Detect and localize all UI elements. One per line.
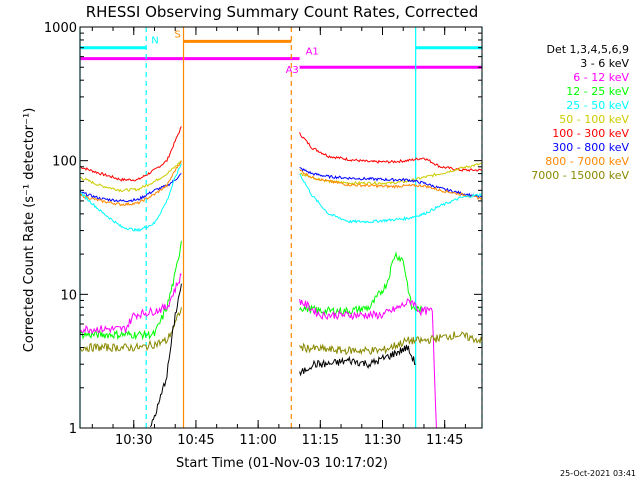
x-tick-label: 10:45 — [177, 433, 214, 448]
legend-entry: 12 - 25 keV — [566, 85, 629, 98]
plot-frame — [79, 26, 483, 429]
legend-entry: 50 - 100 keV — [559, 113, 629, 126]
legend-header: Det 1,3,4,5,6,9 — [546, 43, 629, 56]
legend-entry: 7000 - 15000 keV — [531, 169, 629, 182]
x-tick-label: 11:45 — [426, 433, 463, 448]
x-tick-label: 11:15 — [302, 433, 339, 448]
series-line — [299, 298, 437, 429]
flag-label: A3 — [286, 65, 299, 76]
flag-label: N — [151, 36, 158, 47]
series-line — [299, 166, 483, 199]
y-tick-label: 100 — [52, 155, 77, 170]
y-tick-label: 1000 — [44, 21, 77, 36]
series-line — [79, 126, 182, 182]
y-tick-label: 1 — [69, 422, 77, 437]
legend-entry: 100 - 300 keV — [552, 127, 629, 140]
footer-timestamp: 25-Oct-2021 03:41 — [560, 469, 636, 478]
y-tick-label: 10 — [60, 288, 77, 303]
series-line — [79, 163, 182, 233]
y-axis-label: Corrected Count Rate (s⁻¹ detector⁻¹) — [22, 108, 37, 353]
chart-title: RHESSI Observing Summary Count Rates, Co… — [86, 3, 479, 21]
series-line — [299, 173, 483, 224]
series-line — [79, 307, 182, 353]
series-line — [79, 241, 182, 341]
series-line — [299, 344, 416, 377]
x-axis: 10:30 10:45 11:00 11:15 11:30 11:45 — [91, 27, 466, 448]
x-axis-label: Start Time (01-Nov-03 10:17:02) — [176, 456, 388, 471]
legend-entry: 800 - 7000 keV — [545, 155, 629, 168]
series-line — [299, 168, 483, 200]
x-tick-label: 10:30 — [115, 433, 152, 448]
legend-entry: 3 - 6 keV — [580, 57, 629, 70]
series-line — [79, 273, 182, 335]
series-layer — [79, 126, 483, 429]
x-tick-label: 11:00 — [239, 433, 276, 448]
series-line — [299, 331, 483, 356]
vertical-marker-layer — [79, 27, 483, 428]
y-axis: 1 10 100 1000 — [44, 21, 482, 437]
flag-label: S — [175, 29, 181, 40]
legend-entry: 300 - 800 keV — [552, 141, 629, 154]
series-line — [299, 251, 425, 317]
legend-entry: 6 - 12 keV — [573, 71, 629, 84]
series-line — [79, 173, 182, 203]
x-tick-label: 11:30 — [364, 433, 401, 448]
flag-label: A1 — [306, 47, 319, 58]
series-line — [299, 132, 483, 172]
legend-entry: 25 - 50 keV — [566, 99, 629, 112]
series-line — [299, 162, 483, 186]
series-line — [79, 160, 182, 207]
series-line — [149, 283, 182, 428]
series-line — [79, 160, 182, 193]
flag-layer: N S A1 A3 — [80, 29, 482, 76]
